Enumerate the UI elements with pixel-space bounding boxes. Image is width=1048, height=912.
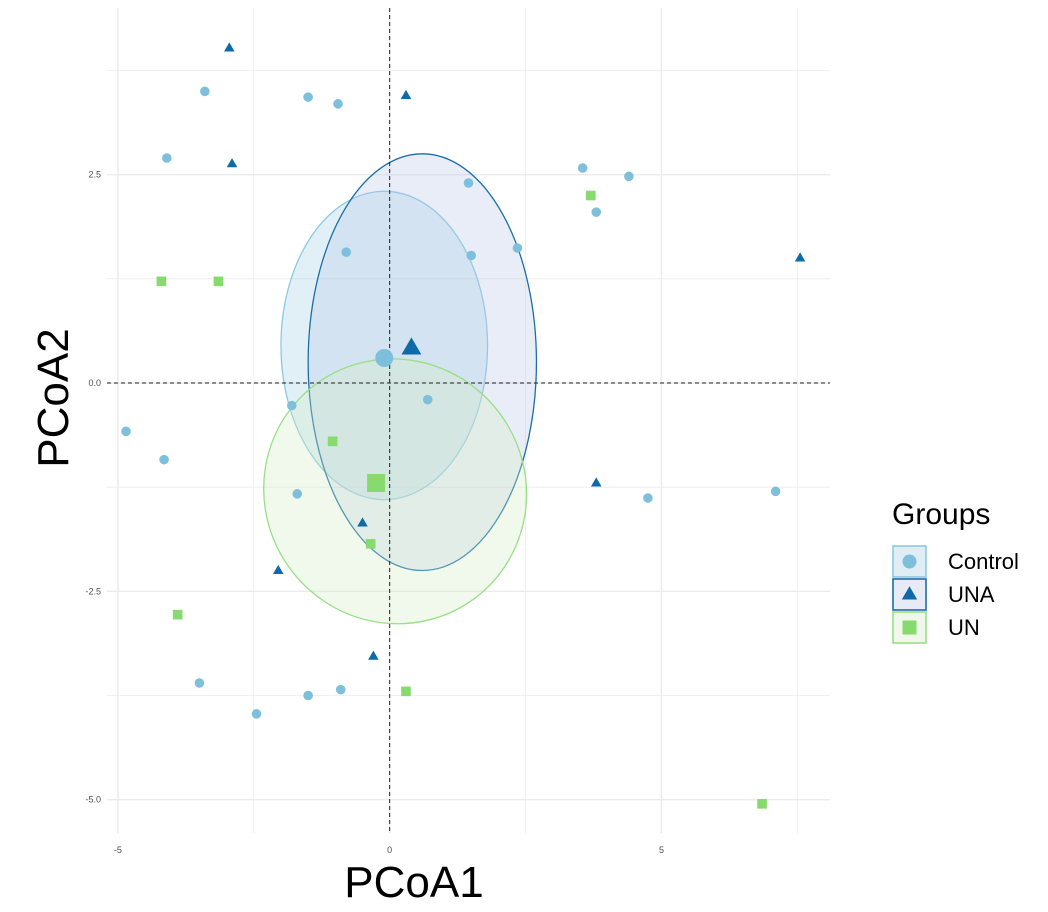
data-point-control [303,92,313,102]
point-layer [121,42,806,809]
data-point-control [287,400,297,411]
data-point-control [591,207,602,217]
data-point-un [172,609,183,620]
ellipse-layer [263,153,538,625]
data-point-control [303,690,313,701]
centroid-un [367,474,386,492]
legend-entry-una: UNA [892,578,995,611]
tick-labels: -5 0 5 -5.0 -2.5 0.0 2.5 [85,170,664,855]
data-point-control [292,489,303,499]
data-point-control [335,684,346,695]
legend-label-una: UNA [948,582,995,607]
legend-entries: Control UNA UN [892,545,1019,644]
data-point-control [121,426,131,437]
x-tick-label: -5 [114,845,122,855]
legend-symbol-control [902,554,917,569]
data-point-control [159,454,169,465]
y-tick-label: 0.0 [88,378,101,388]
x-tick-label: 0 [387,845,392,855]
data-point-una [794,252,806,262]
data-point-control [161,153,172,163]
data-point-control [333,99,343,109]
data-point-control [512,243,523,253]
data-point-una [590,477,602,487]
legend-label-un: UN [948,615,980,640]
data-point-control [341,247,351,257]
y-tick-label: 2.5 [88,170,101,180]
data-point-control [422,394,433,405]
data-point-una [226,158,238,168]
data-point-control [194,678,205,688]
x-axis-title: PCoA1 [344,858,483,907]
data-point-control [200,86,210,97]
x-tick-label: 5 [659,845,664,855]
y-tick-label: -2.5 [85,586,101,596]
data-point-un [586,190,596,201]
data-point-una [400,89,412,99]
legend-title: Groups [892,498,990,531]
confidence-ellipse-control [280,190,489,501]
legend-label-control: Control [948,549,1019,574]
centroid-una [401,337,422,355]
data-point-control [463,178,474,188]
data-point-un [213,276,224,287]
data-point-un [757,799,767,809]
data-point-un [156,276,167,287]
legend-entry-control: Control [892,545,1019,578]
y-axis-title: PCoA2 [29,328,78,467]
data-point-control [770,486,781,497]
data-point-control [643,493,653,503]
centroid-control [375,349,394,367]
legend-entry-un: UN [892,611,980,644]
data-point-control [466,250,477,261]
legend: Groups Control UNA UN [892,498,1019,644]
reference-lines [107,8,830,833]
data-point-control [577,163,588,173]
data-point-un [401,686,411,697]
data-point-un [327,436,338,447]
data-point-control [251,709,262,719]
centroid-layer [367,337,422,492]
y-tick-label: -5.0 [85,795,101,805]
data-point-una [272,564,284,574]
data-point-una [224,42,235,52]
data-point-una [357,517,368,527]
data-point-control [624,171,634,182]
data-point-un [365,539,376,549]
data-point-una [368,650,379,660]
confidence-ellipse-un [263,358,528,625]
legend-symbol-una [901,586,918,600]
legend-symbol-un [902,620,917,635]
